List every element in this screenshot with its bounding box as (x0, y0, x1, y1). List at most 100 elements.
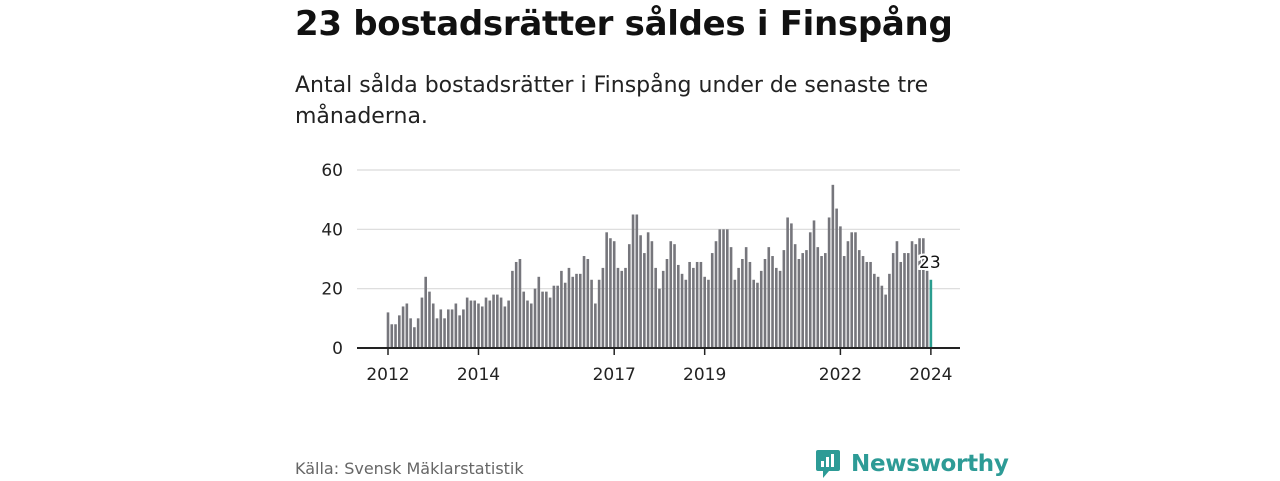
bar (816, 247, 820, 348)
bar (865, 261, 869, 348)
bar (620, 270, 624, 348)
bar (518, 259, 522, 348)
bar (499, 297, 503, 348)
bar (465, 297, 469, 348)
bar (797, 259, 801, 348)
bar (552, 285, 556, 348)
y-tick-label: 20 (321, 280, 343, 300)
x-tick-label: 2019 (683, 365, 726, 385)
bar (473, 300, 477, 348)
x-tick-label: 2012 (366, 365, 409, 385)
bar (684, 279, 688, 348)
bar (450, 309, 454, 348)
newsworthy-logo-icon (816, 450, 840, 478)
bar (831, 184, 835, 348)
bar (669, 241, 673, 348)
bar (413, 327, 416, 348)
bar (537, 276, 541, 348)
bar (827, 217, 831, 348)
bar (695, 261, 699, 348)
bar (801, 253, 804, 348)
x-tick-label: 2014 (457, 365, 500, 385)
bar (906, 253, 910, 348)
bar (880, 285, 884, 348)
chart-title: 23 bostadsrätter såldes i Finspång (295, 4, 953, 44)
bar (477, 303, 480, 348)
bar (820, 256, 823, 348)
bar (435, 318, 439, 348)
bar (748, 261, 752, 348)
bar (643, 253, 646, 348)
bar (759, 270, 763, 348)
bar (594, 303, 597, 348)
bar (582, 256, 586, 348)
bar (612, 241, 616, 348)
bar (484, 297, 488, 348)
bar (639, 235, 642, 348)
bar (726, 229, 729, 348)
bar (646, 232, 650, 348)
bar (390, 324, 394, 348)
bar (447, 309, 450, 348)
bar (778, 270, 782, 348)
bar (458, 315, 461, 348)
bar (744, 247, 748, 348)
bar (895, 241, 899, 348)
bar (888, 273, 891, 348)
bar (824, 253, 827, 348)
bar (854, 232, 857, 348)
bar (624, 267, 627, 348)
bar (922, 238, 925, 348)
x-tick-label: 2024 (909, 365, 952, 385)
bar (805, 250, 808, 348)
bar (680, 273, 684, 348)
bar (756, 282, 759, 348)
y-axis-ticks: 0 20 40 60 (321, 161, 343, 359)
bar (522, 291, 526, 348)
bar-latest (929, 279, 933, 348)
brand-name: Newsworthy (851, 451, 1009, 477)
bar (405, 303, 409, 348)
bar (918, 238, 921, 348)
bar (609, 238, 612, 348)
bar (420, 297, 424, 348)
bar (763, 259, 767, 348)
bar (846, 241, 850, 348)
bar (752, 279, 755, 348)
bar (533, 288, 537, 348)
bar (676, 264, 680, 348)
bar (692, 267, 695, 348)
bar (812, 220, 816, 348)
bar (707, 279, 710, 348)
x-tick-label: 2017 (593, 365, 636, 385)
bar (627, 244, 631, 348)
y-tick-label: 60 (321, 161, 343, 181)
x-axis-ticks: 2012 2014 2017 2019 2022 2024 (366, 348, 953, 385)
bar (891, 253, 895, 348)
bar (658, 288, 661, 348)
chart-subtitle: Antal sålda bostadsrätter i Finspång und… (295, 73, 929, 129)
bar (661, 270, 665, 348)
bar (710, 253, 714, 348)
bar (424, 276, 427, 348)
bar (771, 256, 774, 348)
bar (526, 300, 529, 348)
bar (567, 267, 571, 348)
bar (507, 300, 510, 348)
bar (808, 232, 812, 348)
bar (496, 294, 499, 348)
bar (386, 312, 390, 348)
bar (873, 273, 876, 348)
source-note: Källa: Svensk Mäklarstatistik (295, 459, 524, 478)
bar (703, 276, 706, 348)
bar (733, 279, 737, 348)
bar (560, 270, 563, 348)
bar (492, 294, 495, 348)
bar (590, 279, 593, 348)
bar (714, 241, 718, 348)
bar (910, 241, 914, 348)
bar (394, 324, 397, 348)
bar (688, 261, 691, 348)
bar (654, 267, 657, 348)
bar (650, 241, 654, 348)
